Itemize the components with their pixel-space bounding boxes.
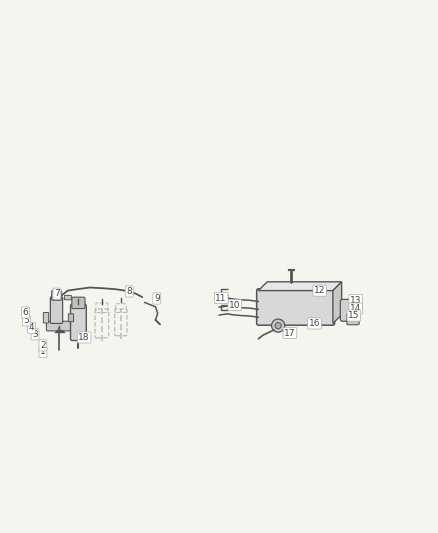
Text: 13: 13 (350, 296, 361, 305)
Text: 8: 8 (126, 287, 132, 296)
Circle shape (275, 322, 281, 329)
Circle shape (272, 319, 285, 332)
Text: 9: 9 (154, 294, 160, 303)
Text: 7: 7 (54, 289, 60, 298)
FancyBboxPatch shape (347, 313, 359, 325)
Text: 5: 5 (23, 316, 29, 325)
FancyBboxPatch shape (68, 314, 74, 322)
Text: 18: 18 (78, 333, 90, 342)
FancyBboxPatch shape (257, 289, 335, 325)
FancyBboxPatch shape (43, 312, 49, 323)
FancyBboxPatch shape (52, 290, 61, 300)
Text: 17: 17 (284, 328, 296, 337)
Text: 6: 6 (22, 308, 28, 317)
Text: 12: 12 (314, 286, 325, 295)
Text: 1: 1 (40, 348, 46, 357)
FancyBboxPatch shape (71, 304, 86, 341)
Text: 16: 16 (309, 319, 320, 328)
FancyBboxPatch shape (72, 297, 85, 309)
Text: 10: 10 (229, 301, 240, 310)
Text: 11: 11 (215, 294, 227, 303)
Text: 4: 4 (29, 324, 34, 332)
Polygon shape (258, 282, 342, 290)
FancyBboxPatch shape (64, 295, 71, 300)
FancyBboxPatch shape (50, 297, 63, 324)
Text: 14: 14 (350, 304, 361, 313)
Polygon shape (333, 282, 342, 324)
Text: 2: 2 (40, 341, 46, 350)
Text: 3: 3 (32, 330, 38, 339)
FancyBboxPatch shape (46, 321, 72, 331)
FancyBboxPatch shape (340, 300, 357, 321)
Text: 15: 15 (348, 311, 360, 320)
